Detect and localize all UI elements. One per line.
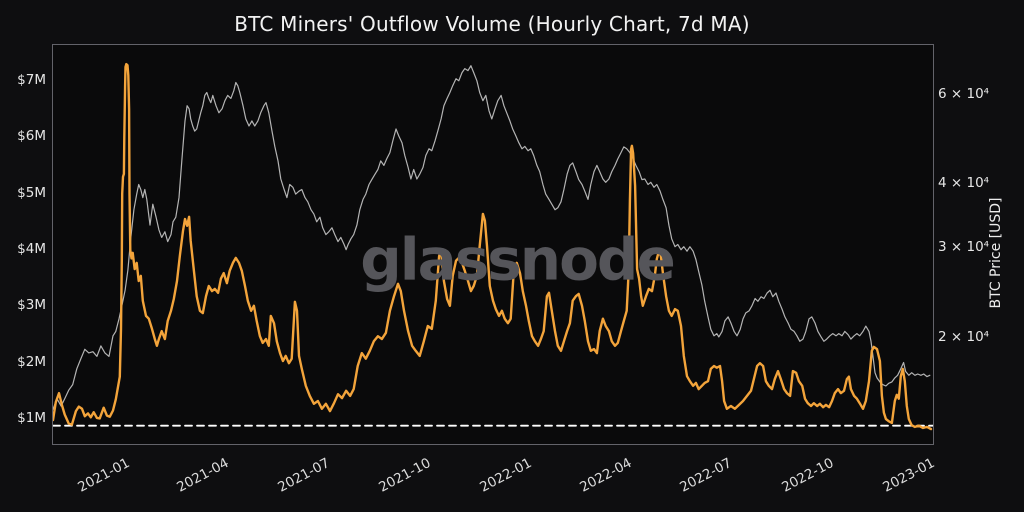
left-axis-tick-label: $4M — [17, 240, 46, 257]
left-axis-tick-label: $1M — [17, 409, 46, 426]
left-axis-tick-label: $6M — [17, 128, 46, 145]
left-axis-tick-label: $2M — [17, 353, 46, 370]
right-axis-tick-label: 3 × 10⁴ — [938, 239, 990, 256]
chart-title: BTC Miners' Outflow Volume (Hourly Chart… — [234, 12, 750, 36]
chart-canvas — [53, 62, 933, 431]
x-axis-tick-label: 2021-01 — [75, 455, 133, 496]
plot-area — [52, 44, 934, 445]
right-axis-tick-label: 2 × 10⁴ — [938, 328, 990, 345]
glassnode-watermark: glassnode — [360, 225, 676, 294]
left-axis-tick-label: $5M — [17, 184, 46, 201]
right-axis-tick-label: 6 × 10⁴ — [938, 85, 990, 102]
right-axis-tick-label: 4 × 10⁴ — [938, 175, 990, 192]
left-axis-tick-label: $7M — [17, 71, 46, 88]
right-axis-title: BTC Price [USD] — [988, 197, 1004, 309]
btc-price-line — [53, 65, 931, 410]
left-axis-tick-label: $3M — [17, 297, 46, 314]
miners-outflow-line — [53, 62, 933, 431]
